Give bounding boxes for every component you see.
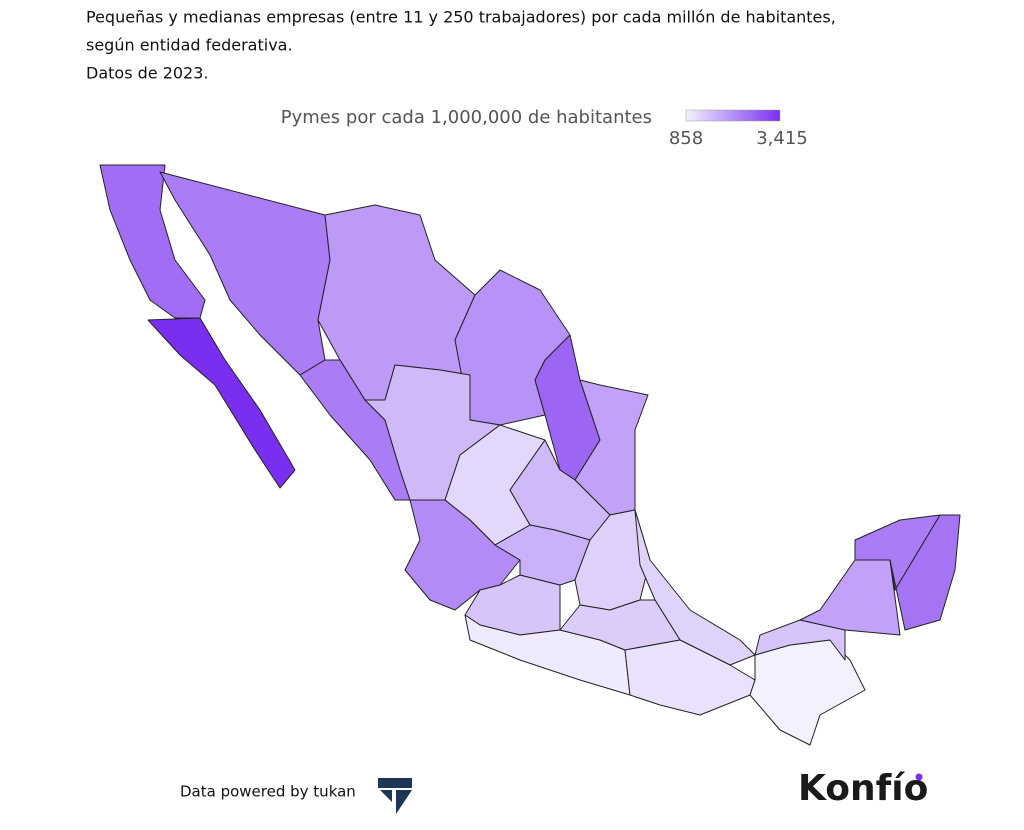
state [749, 639, 866, 746]
tukan-icon [378, 778, 412, 814]
legend-title: Pymes por cada 1,000,000 de habitantes [281, 107, 652, 128]
state [754, 619, 846, 661]
state [799, 559, 901, 636]
footer: Data powered by tukan [180, 783, 356, 801]
states [99, 164, 961, 746]
legend-tick: 858 [669, 128, 703, 149]
title-line: Pequeñas y medianas empresas (entre 11 y… [86, 8, 836, 27]
legend-tick: 3,415 [756, 128, 808, 149]
state [889, 514, 961, 631]
logo: Konfío [798, 768, 928, 809]
state [634, 509, 756, 666]
logo-dot [915, 773, 923, 781]
title-line: Datos de 2023. [86, 64, 209, 83]
title-line: según entidad federativa. [86, 36, 293, 55]
state [147, 317, 296, 489]
legend-bar [685, 109, 781, 122]
